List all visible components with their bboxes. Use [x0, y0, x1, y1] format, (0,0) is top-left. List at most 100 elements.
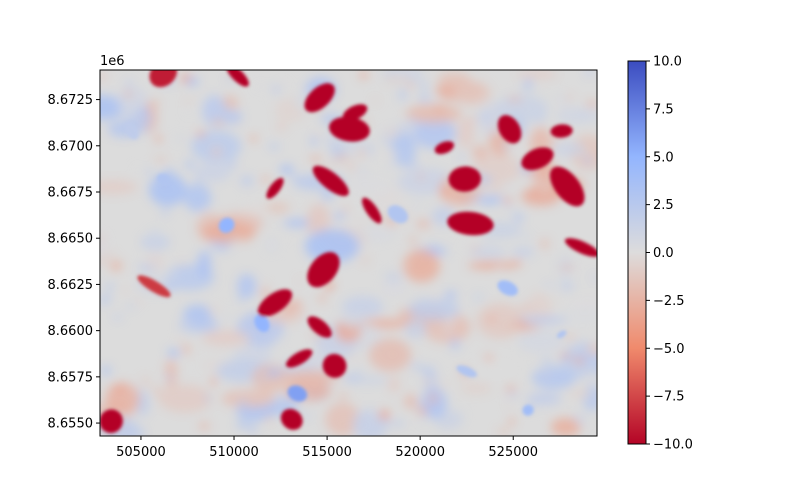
heatmap-texture-blob: [387, 377, 401, 393]
heatmap-texture-blob: [569, 388, 592, 399]
heatmap-texture-speck: [438, 384, 448, 388]
heatmap-texture-speck: [583, 370, 592, 380]
heatmap-texture-speck: [539, 184, 548, 193]
heatmap-texture-speck: [112, 315, 123, 320]
heatmap-texture-blob: [148, 228, 162, 254]
strong-negative-patch: [280, 408, 303, 430]
heatmap-texture-speck: [164, 283, 176, 290]
strong-negative-patch: [342, 104, 368, 121]
heatmap-texture-speck: [444, 290, 458, 299]
heatmap-texture-speck: [161, 209, 169, 216]
heatmap-texture-speck: [444, 326, 453, 334]
heatmap-texture-speck: [281, 354, 291, 361]
heatmap-texture-blob: [252, 364, 290, 393]
heatmap-texture-speck: [314, 129, 321, 140]
heatmap-texture-speck: [185, 160, 194, 169]
heatmap-texture-speck: [507, 391, 519, 398]
heatmap-texture-speck: [509, 417, 515, 425]
heatmap-texture-speck: [155, 135, 162, 143]
heatmap-texture-speck: [469, 117, 476, 122]
x-tick-label: 505000: [116, 445, 166, 460]
heatmap-texture-speck: [359, 255, 370, 265]
heatmap-texture-speck: [540, 239, 549, 248]
heatmap-texture-speck: [580, 340, 589, 346]
heatmap-texture-speck: [157, 390, 164, 399]
heatmap-texture-speck: [479, 107, 494, 113]
heatmap-texture-speck: [237, 400, 249, 406]
heatmap-texture-blob: [183, 183, 212, 212]
colorbar: 10.0 7.5 5.0 2.5 0.0 −2.5 −5.0 −7.5 −10.0: [627, 55, 693, 453]
heatmap-texture-speck: [225, 106, 234, 116]
positive-patch: [218, 217, 235, 233]
heatmap-texture-blob: [343, 373, 362, 383]
heatmap-texture-blob: [201, 329, 251, 346]
heatmap-texture-speck: [348, 326, 361, 335]
heatmap-texture-speck: [394, 421, 404, 426]
heatmap-texture-speck: [571, 415, 582, 420]
heatmap-texture-speck: [282, 236, 288, 241]
heatmap-texture-speck: [310, 156, 319, 162]
heatmap-texture-speck: [408, 235, 418, 246]
heatmap-texture-speck: [418, 95, 431, 102]
heatmap-texture-blob: [476, 302, 524, 339]
heatmap-texture-blob: [304, 229, 360, 264]
strong-negative-patch: [497, 115, 522, 144]
y-tick-label: 8.6550: [48, 417, 94, 432]
heatmap-texture-speck: [434, 105, 445, 113]
heatmap-texture-speck: [408, 82, 414, 89]
x-axis: 505000 510000 515000 520000 525000: [116, 436, 538, 460]
heatmap-texture-blob: [550, 417, 582, 436]
heatmap-texture-speck: [503, 197, 513, 203]
heatmap-texture-blob: [341, 295, 384, 318]
heatmap-texture-speck: [553, 93, 567, 104]
heatmap-texture-speck: [573, 357, 585, 364]
y-tick-label: 8.6725: [48, 93, 94, 108]
heatmap-texture-speck: [175, 337, 184, 343]
heatmap-texture-blob: [403, 393, 418, 409]
y-tick-label: 8.6675: [48, 186, 94, 201]
heatmap-texture-speck: [371, 97, 378, 105]
heatmap-texture-speck: [561, 277, 567, 286]
heatmap-texture-speck: [481, 369, 486, 373]
heatmap-texture-speck: [422, 366, 429, 374]
heatmap-texture-blob: [158, 384, 213, 413]
heatmap-texture-blob: [552, 142, 586, 157]
strong-negative-patch: [149, 70, 178, 88]
positive-patch: [522, 404, 534, 416]
heatmap-texture-speck: [453, 415, 459, 421]
heatmap-texture-speck: [505, 384, 516, 393]
heatmap-texture-speck: [249, 424, 257, 434]
heatmap-texture-blob: [453, 80, 492, 106]
strong-negative-patch: [564, 238, 597, 257]
heatmap-texture-speck: [470, 247, 480, 251]
heatmap-texture-speck: [180, 319, 194, 329]
heatmap-texture-speck: [148, 265, 158, 270]
y-tick-label: 8.6575: [48, 370, 94, 385]
strong-negative-patch: [312, 165, 349, 197]
heatmap-texture-speck: [487, 317, 497, 322]
x-tick-label: 520000: [395, 445, 445, 460]
heatmap-texture-speck: [592, 273, 597, 282]
heatmap-texture-speck: [354, 166, 369, 177]
heatmap-texture-blob: [405, 104, 462, 124]
heatmap-texture-speck: [181, 343, 191, 355]
heatmap-texture-speck: [231, 237, 241, 245]
positive-patch: [497, 280, 518, 296]
heatmap-texture-speck: [459, 153, 464, 162]
heatmap-texture-speck: [420, 83, 428, 90]
heatmap-texture-speck: [197, 203, 206, 207]
heatmap-texture-speck: [103, 132, 111, 137]
heatmap-texture-speck: [194, 177, 201, 184]
colorbar-tick-label: 0.0: [653, 246, 674, 261]
heatmap-texture-speck: [424, 378, 434, 386]
colorbar-bar: [627, 60, 647, 445]
strong-negative-patch: [322, 353, 347, 378]
heatmap-texture-speck: [261, 177, 271, 182]
heatmap-texture-speck: [561, 101, 572, 110]
heatmap-texture-speck: [208, 367, 215, 372]
heatmap-texture-speck: [544, 282, 554, 288]
heatmap-texture-speck: [389, 352, 397, 357]
heatmap-texture-blob: [338, 312, 359, 328]
heatmap-texture-speck: [566, 95, 572, 100]
heatmap-texture-speck: [379, 409, 390, 421]
